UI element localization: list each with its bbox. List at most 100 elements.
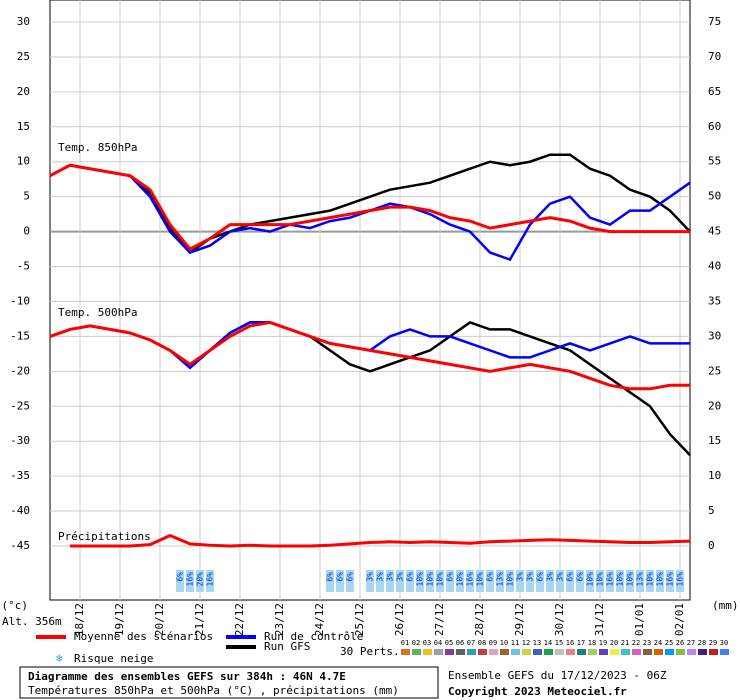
snow-legend: Risque neige [74, 652, 153, 665]
pert-swatch [445, 649, 454, 655]
x-tick-label: 22/12 [233, 603, 246, 636]
snow-risk-label: 6% [576, 572, 585, 582]
x-tick-label: 02/01 [673, 603, 686, 636]
y-tick-label: 5 [23, 190, 30, 203]
pert-swatch [555, 649, 564, 655]
y-tick-label: -15 [10, 329, 30, 342]
snow-risk-label: 6% [566, 572, 575, 582]
snow-icon [186, 570, 194, 592]
pert-swatch [434, 649, 443, 655]
pert-number: 20 [610, 639, 618, 647]
snow-icon [586, 570, 594, 592]
y2-tick-label: 20 [708, 399, 721, 412]
snow-icon [326, 570, 334, 592]
pert-swatch [500, 649, 509, 655]
pert-swatch [588, 649, 597, 655]
snow-risk-label: 16% [206, 572, 215, 587]
pert-number: 25 [665, 639, 673, 647]
snow-icon [386, 570, 394, 592]
y2-tick-label: 75 [708, 15, 721, 28]
y-tick-label: -10 [10, 294, 30, 307]
title: Diagramme des ensembles GEFS sur 384h : … [28, 670, 346, 683]
pert-number: 08 [478, 639, 486, 647]
snow-risk-label: 10% [416, 572, 425, 587]
x-tick-label: 20/12 [153, 603, 166, 636]
pert-swatch [489, 649, 498, 655]
snow-icon [506, 570, 514, 592]
snow-risk-label: 3% [396, 572, 405, 582]
snow-risk-label: 10% [426, 572, 435, 587]
snow-risk-label: 16% [676, 572, 685, 587]
snow-risk-label: 10% [476, 572, 485, 587]
snow-icon [496, 570, 504, 592]
y2-tick-label: 45 [708, 225, 721, 238]
y-tick-label: 30 [17, 15, 30, 28]
y2-axis-label: (mm) [712, 599, 739, 612]
snow-icon [606, 570, 614, 592]
y-tick-label: 25 [17, 50, 30, 63]
snow-risk-label: 10% [616, 572, 625, 587]
snow-icon [456, 570, 464, 592]
y-tick-label: -25 [10, 399, 30, 412]
label-precip: Précipitations [58, 530, 151, 543]
snow-risk-label: 6% [176, 572, 185, 582]
x-tick-label: 23/12 [273, 603, 286, 636]
snow-risk-label: 13% [636, 572, 645, 587]
snow-icon [566, 570, 574, 592]
pert-number: 01 [401, 639, 409, 647]
pert-number: 04 [434, 639, 442, 647]
pert-number: 10 [500, 639, 508, 647]
snow-risk-label: 10% [656, 572, 665, 587]
pert-number: 24 [654, 639, 662, 647]
snow-icon [346, 570, 354, 592]
pert-number: 15 [555, 639, 563, 647]
pert-swatch [566, 649, 575, 655]
snow-risk-label: 13% [496, 572, 505, 587]
snow-icon [626, 570, 634, 592]
snow-icon [176, 570, 184, 592]
y-tick-label: -45 [10, 539, 30, 552]
x-tick-label: 29/12 [513, 603, 526, 636]
snow-icon [646, 570, 654, 592]
y-tick-label: 0 [23, 225, 30, 238]
pert-swatch [467, 649, 476, 655]
title-box [19, 666, 439, 699]
snow-icon [336, 570, 344, 592]
pert-number: 06 [456, 639, 464, 647]
pert-swatch [643, 649, 652, 655]
pert-swatch [577, 649, 586, 655]
pert-swatch [544, 649, 553, 655]
y-tick-label: -20 [10, 364, 30, 377]
snow-risk-label: 3% [386, 572, 395, 582]
y2-tick-label: 55 [708, 155, 721, 168]
pert-number: 28 [698, 639, 706, 647]
x-tick-label: 21/12 [193, 603, 206, 636]
subtitle: Températures 850hPa et 500hPa (°C) , pré… [28, 684, 399, 697]
snow-risk-label: 3% [526, 572, 535, 582]
pert-number: 26 [676, 639, 684, 647]
label-500: Temp. 500hPa [58, 306, 137, 319]
legend-label: Moyenne des scénarios [74, 630, 213, 643]
pert-number: 22 [632, 639, 640, 647]
y2-tick-label: 15 [708, 434, 721, 447]
snow-icon [406, 570, 414, 592]
series-line [70, 533, 691, 548]
legend-label: Run GFS [264, 640, 310, 653]
pert-swatch [709, 649, 718, 655]
pert-number: 12 [522, 639, 530, 647]
pert-swatch [687, 649, 696, 655]
snow-icon: ❄ [56, 652, 63, 665]
pert-swatch [478, 649, 487, 655]
snow-risk-label: 16% [666, 572, 675, 587]
pert-number: 03 [423, 639, 431, 647]
snow-icon [616, 570, 624, 592]
snow-icon [476, 570, 484, 592]
pert-number: 18 [588, 639, 596, 647]
pert-number: 17 [577, 639, 585, 647]
copyright: Copyright 2023 Meteociel.fr [448, 685, 627, 698]
snow-icon [516, 570, 524, 592]
pert-number: 11 [511, 639, 519, 647]
pert-number: 14 [544, 639, 552, 647]
snow-risk-label: 10% [596, 572, 605, 587]
snow-risk-label: 6% [336, 572, 345, 582]
